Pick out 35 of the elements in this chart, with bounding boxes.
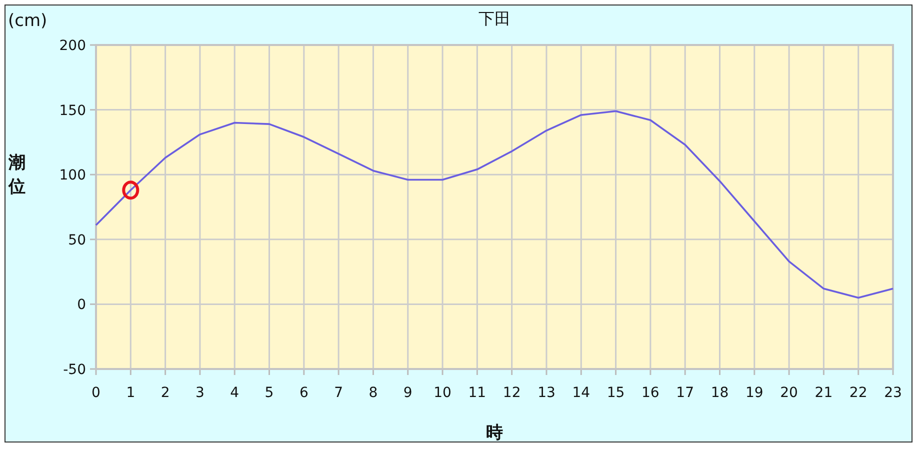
x-tick-label: 11 <box>468 385 486 401</box>
text: (cm) <box>8 11 48 31</box>
x-tick-label: 12 <box>502 385 521 401</box>
y-tick-label: 150 <box>59 102 86 119</box>
x-tick-label: 4 <box>230 385 240 401</box>
x-tick-label: 13 <box>538 385 556 401</box>
x-tick-label: 21 <box>814 385 833 401</box>
y-tick-label: -50 <box>63 362 86 378</box>
x-tick-label: 19 <box>745 385 764 401</box>
line-series <box>95 110 894 299</box>
x-axis-title: 時 <box>486 423 503 443</box>
y-tick-label: 100 <box>59 168 86 184</box>
x-tick-label: 6 <box>299 385 308 401</box>
x-tick-label: 7 <box>334 385 344 401</box>
y-axis-title: 潮位 <box>8 153 26 197</box>
x-tick-label: 15 <box>606 385 625 401</box>
y-tick-label: 200 <box>59 38 86 54</box>
x-tick-label: 22 <box>849 385 868 401</box>
x-tick-label: 20 <box>780 385 798 401</box>
y-tick-label: 50 <box>68 232 86 248</box>
x-tick-label: 18 <box>710 385 729 401</box>
x-tick-label: 1 <box>126 385 136 401</box>
y-tick-label: 0 <box>77 297 86 314</box>
x-tick-label: 3 <box>195 385 204 401</box>
x-tick-label: 10 <box>434 385 452 401</box>
x-tick-label: 14 <box>572 385 590 401</box>
x-tick-label: 16 <box>642 385 660 401</box>
x-tick-label: 5 <box>264 385 274 401</box>
x-tick-label: 17 <box>676 385 694 401</box>
x-tick-label: 0 <box>92 385 100 401</box>
x-tick-label: 23 <box>884 385 902 401</box>
x-tick-label: 8 <box>368 385 378 401</box>
chart-title: 下田 <box>478 9 510 28</box>
x-tick-label: 9 <box>403 385 412 401</box>
x-tick-label: 2 <box>160 385 170 401</box>
